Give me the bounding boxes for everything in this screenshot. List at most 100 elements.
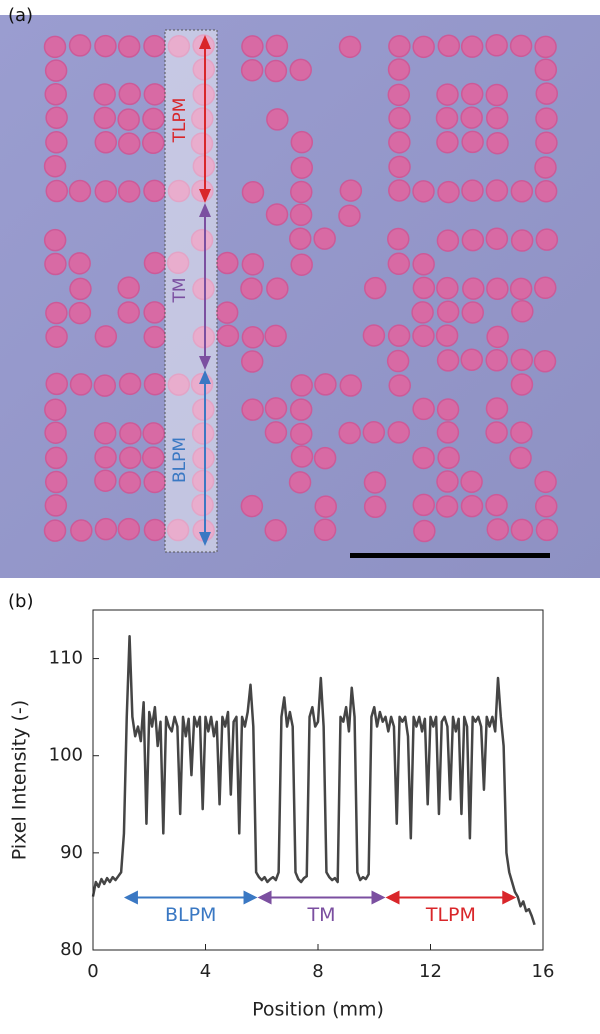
dot [485,421,508,444]
dot [485,227,509,250]
dot [460,494,484,518]
dot [216,251,239,275]
dot [485,397,509,420]
dot [509,446,532,470]
dot [435,495,459,518]
dot [435,324,459,347]
dot [388,131,411,154]
dot [190,132,214,155]
dot [118,471,142,494]
dot [535,82,559,105]
dot [118,446,142,470]
dot [166,251,190,275]
dot [461,130,484,154]
dot [290,180,313,204]
dot [192,398,215,421]
dot [266,277,289,300]
dot [461,228,485,252]
dot [240,350,264,373]
dot [142,107,165,131]
dot [43,519,67,542]
dot [44,252,67,276]
dot [192,446,215,470]
dot [314,495,337,518]
scale-bar [350,553,550,558]
dot [486,277,509,301]
region-label: TM [170,277,190,303]
dot [462,277,485,300]
dot [240,58,264,82]
dot [94,325,118,348]
dot [191,493,214,517]
y-tick-label: 110 [49,648,83,669]
dot [435,106,459,130]
dot [339,374,363,397]
dot [388,374,411,397]
y-tick-label: 90 [60,842,83,863]
dot [240,277,263,300]
dot [94,517,118,541]
dot [460,82,484,106]
dot [167,373,191,396]
panel-label: (a) [8,5,33,26]
region-arrow-head [199,189,211,203]
dot [534,179,558,203]
dot [533,350,557,373]
dot [94,469,117,492]
dot [117,180,141,203]
dot [167,179,191,203]
dot [94,180,118,203]
dot [143,34,166,58]
dot [43,154,67,178]
dot [485,34,508,57]
dot [290,374,313,397]
dot [338,204,361,227]
plot-frame [92,609,544,951]
dot [460,106,483,129]
dot [511,300,534,323]
dot [362,421,386,444]
dot [436,276,459,300]
dot [191,107,214,130]
dot [485,179,509,202]
dot [143,179,166,203]
dot [93,422,117,445]
dot [241,180,265,204]
dot [215,301,239,324]
dot [313,227,336,250]
dot [460,348,483,371]
dot [510,179,534,203]
dot [534,495,558,518]
dot [44,59,68,82]
dot [290,422,313,446]
dot [485,106,509,130]
x-axis-label: Position (mm) [252,999,384,1021]
region-arrow-head [123,890,138,905]
dot [45,106,68,130]
dot [93,374,117,397]
dot [45,325,68,348]
dot [290,253,313,276]
dot [436,83,459,106]
dot [388,106,411,130]
dot [461,179,484,202]
region-arrow-head [199,370,211,384]
dot [486,325,509,349]
dot [510,421,533,444]
dot [142,422,165,445]
dot [240,494,264,518]
region-arrow-head [502,890,517,905]
region-arrow-head [199,356,211,370]
dot [510,348,534,372]
dot [45,179,69,203]
region-label: BLPM [170,437,190,483]
dot [289,203,313,227]
dot [264,324,287,348]
region-arrow-head [199,203,211,217]
region-label: TM [307,904,336,926]
dot [535,518,559,542]
region-arrow-head [371,890,386,905]
dot [93,106,117,130]
